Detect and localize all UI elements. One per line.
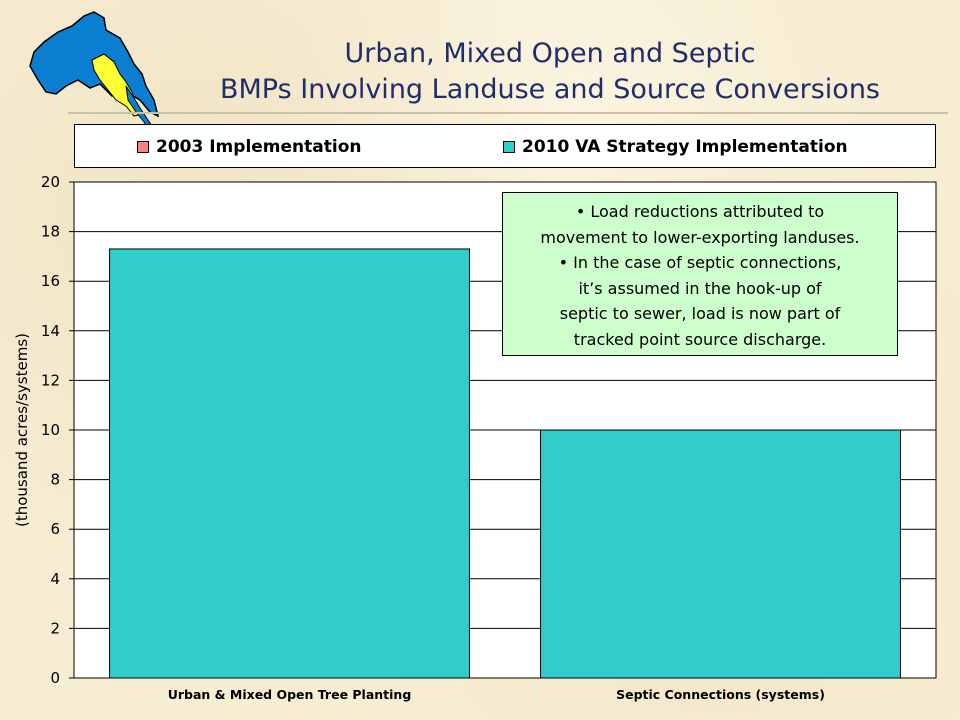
y-tick-label: 14 — [41, 322, 60, 340]
y-tick-label: 4 — [50, 570, 60, 588]
y-tick-label: 8 — [50, 471, 60, 489]
x-tick-label: Septic Connections (systems) — [616, 687, 825, 702]
y-tick-label: 18 — [41, 223, 60, 241]
legend-swatch-2003 — [137, 141, 149, 153]
note-line: tracked point source discharge. — [573, 329, 827, 349]
y-tick-label: 20 — [41, 173, 60, 191]
y-tick-label: 6 — [50, 520, 60, 538]
note-line: septic to sewer, load is now part of — [559, 304, 841, 324]
legend-item-2003: 2003 Implementation — [137, 137, 361, 157]
title-divider — [68, 112, 948, 114]
y-tick-label: 10 — [41, 421, 60, 439]
y-tick-label: 2 — [50, 619, 60, 637]
y-tick-label: 16 — [41, 272, 60, 290]
legend-label-2003: 2003 Implementation — [156, 137, 362, 157]
legend-item-2010: 2010 VA Strategy Implementation — [503, 137, 848, 157]
note-line: movement to lower-exporting landuses. — [540, 227, 860, 247]
title-line-1: Urban, Mixed Open and Septic — [344, 38, 756, 69]
x-tick-label: Urban & Mixed Open Tree Planting — [168, 687, 412, 702]
note-line: • In the case of septic connections, — [558, 253, 842, 273]
legend: 2003 Implementation 2010 VA Strategy Imp… — [74, 124, 936, 168]
y-axis-label: (thousand acres/systems) — [13, 333, 31, 527]
y-tick-label: 12 — [41, 371, 60, 389]
legend-label-2010: 2010 VA Strategy Implementation — [522, 137, 848, 157]
chart-title: Urban, Mixed Open and Septic BMPs Involv… — [150, 36, 950, 108]
legend-swatch-2010 — [503, 141, 515, 153]
title-line-2: BMPs Involving Landuse and Source Conver… — [219, 74, 880, 105]
note-line: it’s assumed in the hook-up of — [578, 278, 822, 298]
note-line: • Load reductions attributed to — [575, 202, 825, 221]
bar — [109, 248, 470, 679]
y-tick-label: 0 — [50, 669, 60, 687]
annotation-note: • Load reductions attributed to movement… — [502, 192, 898, 356]
chesapeake-watershed-map-icon — [29, 11, 160, 135]
bar — [540, 429, 901, 679]
